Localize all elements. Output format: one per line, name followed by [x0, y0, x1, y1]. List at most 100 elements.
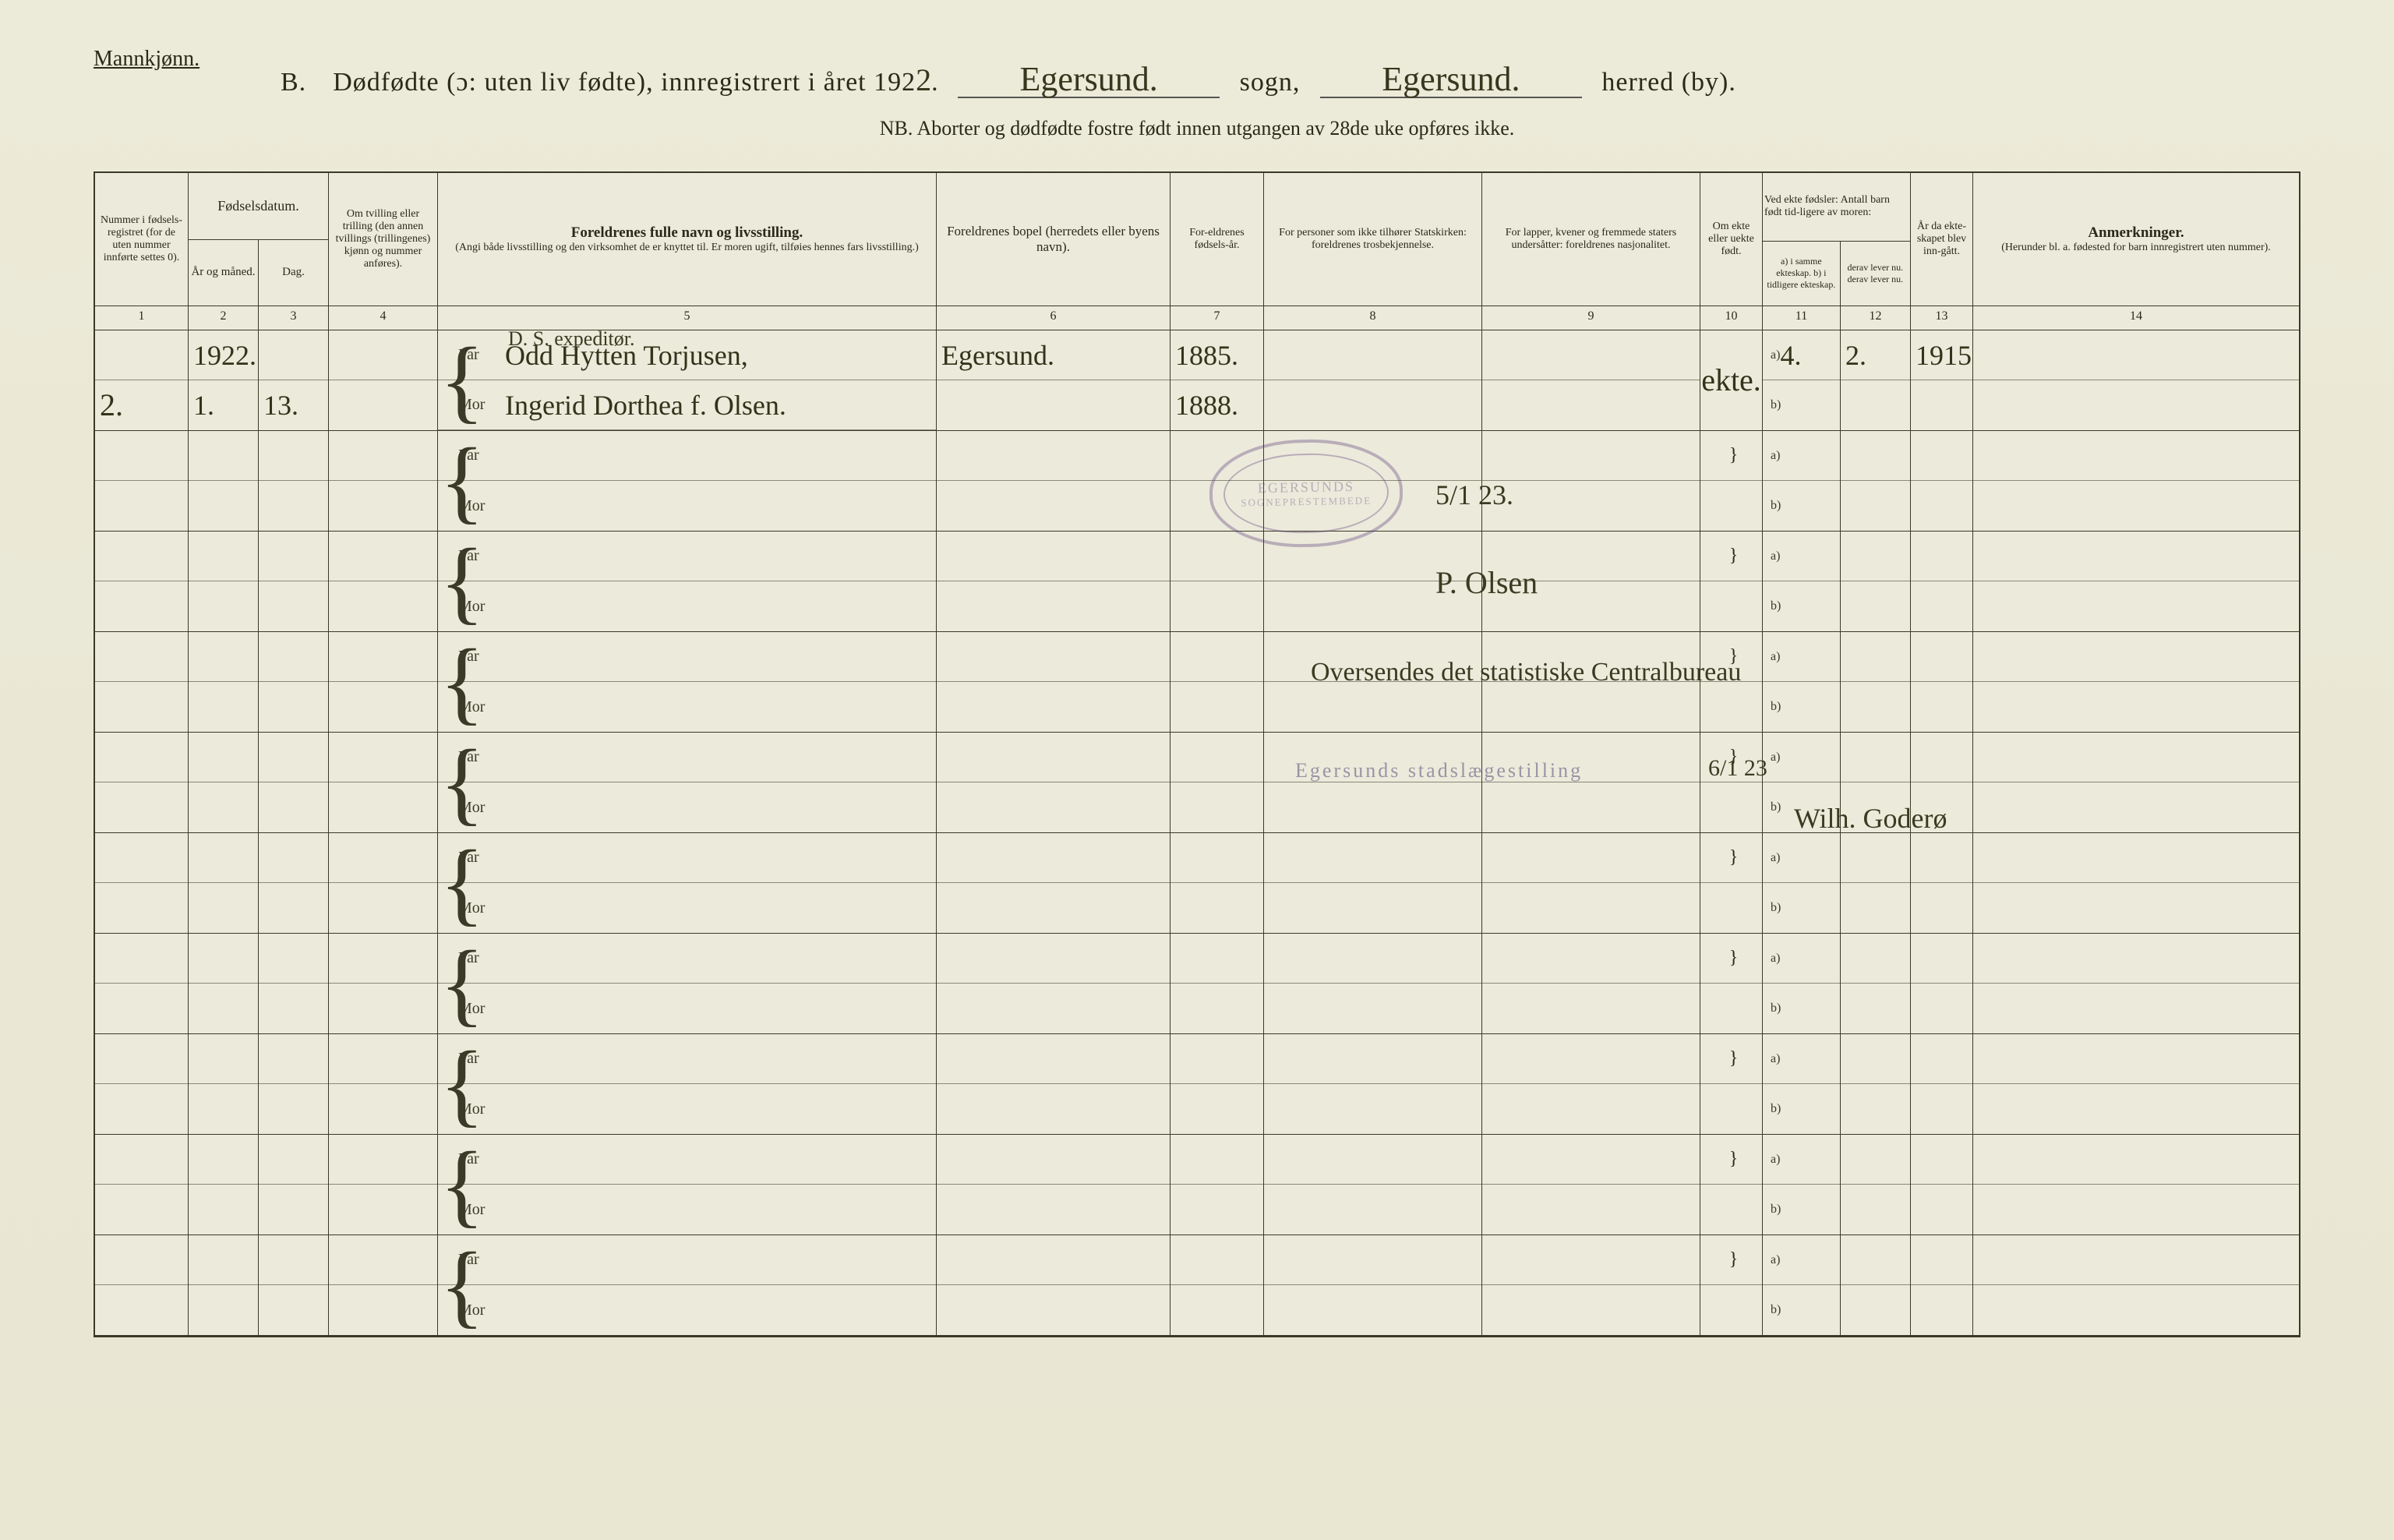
- colnum-1: 1: [95, 306, 189, 330]
- hdr-fodselsdatum-group: Fødselsdatum. År og måned. Dag.: [189, 173, 329, 306]
- note-signature-1: P. Olsen: [1435, 564, 1538, 601]
- table-row: {FarMor}a)b): [95, 1235, 2299, 1336]
- cell-nummer: [95, 431, 189, 531]
- cell-foreldre-navn: {FarMor: [438, 934, 937, 1033]
- cell-fodselsaar: [1171, 934, 1264, 1033]
- cell-ekte: }: [1700, 833, 1763, 933]
- cell-nummer: [95, 1034, 189, 1134]
- cell-dag: [259, 1235, 329, 1335]
- cell-trosbekjennelse: [1264, 1235, 1482, 1335]
- cell-barn-samme: a)b): [1763, 934, 1841, 1033]
- cell-nummer: [95, 733, 189, 832]
- hdr-col2: År og måned.: [189, 240, 259, 306]
- cell-nummer: 2.: [95, 330, 189, 430]
- cell-foreldre-navn: {FarMor: [438, 833, 937, 933]
- entry-derav: 2.: [1845, 341, 1866, 369]
- cell-foreldre-navn: {FarOdd Hytten Torjusen,MorIngerid Dorth…: [438, 330, 937, 430]
- note-signature-2: Wilh. Goderø: [1794, 802, 1947, 835]
- cell-ekte: }: [1700, 532, 1763, 631]
- cell-bopel: [937, 532, 1171, 631]
- hdr-fodselsdatum: Fødselsdatum.: [189, 173, 328, 240]
- cell-ekteskapaar: 1915.: [1911, 330, 1973, 430]
- cell-foreldre-navn: {FarMor: [438, 1034, 937, 1134]
- hdr-foreldre-navn: Foreldrenes fulle navn og livsstilling. …: [438, 173, 937, 306]
- hdr-nasjonalitet: For lapper, kvener og fremmede staters u…: [1482, 173, 1700, 306]
- note-office-stamp-text: Egersunds stadslægestilling: [1295, 759, 1583, 782]
- cell-derav: [1841, 532, 1911, 631]
- ledger-table: Nummer i fødsels-registret (for de uten …: [94, 171, 2300, 1337]
- cell-nasjonalitet: [1482, 833, 1700, 933]
- colnum-3: 3: [259, 306, 329, 330]
- cell-barn-samme: a) 4.b): [1763, 330, 1841, 430]
- cell-ekteskapaar: [1911, 431, 1973, 531]
- data-rows: 2.1922.1.13.{FarOdd Hytten Torjusen,MorI…: [95, 330, 2299, 1336]
- colnum-2: 2: [189, 306, 259, 330]
- cell-nasjonalitet: [1482, 733, 1700, 832]
- colnum-11: 11: [1763, 306, 1841, 330]
- cell-trosbekjennelse: [1264, 833, 1482, 933]
- hdr-ekteskapaar: År da ekte-skapet blev inn-gått.: [1911, 173, 1973, 306]
- cell-barn-samme: a)b): [1763, 1235, 1841, 1335]
- cell-derav: [1841, 934, 1911, 1033]
- cell-nummer: [95, 833, 189, 933]
- cell-nasjonalitet: [1482, 934, 1700, 1033]
- entry-year: 1922.: [193, 341, 256, 369]
- cell-ekte: }: [1700, 431, 1763, 531]
- section-letter: B.: [281, 68, 306, 97]
- cell-aar-maaned: 1922.1.: [189, 330, 259, 430]
- table-row: {FarMor}a)b): [95, 431, 2299, 532]
- table-row: {FarMor}a)b): [95, 1034, 2299, 1135]
- cell-dag: 13.: [259, 330, 329, 430]
- cell-foreldre-navn: {FarMor: [438, 733, 937, 832]
- cell-anmerkninger: [1973, 1034, 2299, 1134]
- cell-ekte: }: [1700, 1235, 1763, 1335]
- entry-far-year: 1885.: [1175, 341, 1238, 369]
- entry-far-occupation: D. S. expeditør.: [508, 330, 635, 351]
- cell-bopel: Egersund.: [937, 330, 1171, 430]
- cell-anmerkninger: [1973, 1135, 2299, 1234]
- cell-bopel: [937, 934, 1171, 1033]
- note-date: 5/1 23.: [1435, 479, 1513, 511]
- cell-dag: [259, 733, 329, 832]
- herred-handwritten: Egersund.: [1320, 62, 1582, 98]
- title-main: Dødfødte (ɔ: uten liv fødte), innregistr…: [333, 68, 916, 97]
- cell-aar-maaned: [189, 431, 259, 531]
- cell-dag: [259, 431, 329, 531]
- hdr-trosbekjennelse: For personer som ikke tilhører Statskirk…: [1264, 173, 1482, 306]
- entry-mor-year: 1888.: [1175, 391, 1238, 419]
- cell-dag: [259, 934, 329, 1033]
- cell-bopel: [937, 1135, 1171, 1234]
- cell-dag: [259, 833, 329, 933]
- colnum-8: 8: [1264, 306, 1482, 330]
- cell-barn-samme: a)b): [1763, 532, 1841, 631]
- cell-ekteskapaar: [1911, 934, 1973, 1033]
- cell-nasjonalitet: [1482, 1034, 1700, 1134]
- colnum-12: 12: [1841, 306, 1911, 330]
- sogn-handwritten: Egersund.: [958, 62, 1220, 98]
- cell-aar-maaned: [189, 532, 259, 631]
- cell-trosbekjennelse: [1264, 934, 1482, 1033]
- cell-foreldre-navn: {FarMor: [438, 532, 937, 631]
- hdr-nummer: Nummer i fødsels-registret (for de uten …: [95, 173, 189, 306]
- cell-aar-maaned: [189, 1235, 259, 1335]
- cell-bopel: [937, 1235, 1171, 1335]
- cell-nasjonalitet: [1482, 1235, 1700, 1335]
- cell-dag: [259, 1135, 329, 1234]
- cell-tvilling: [329, 532, 438, 631]
- cell-anmerkninger: [1973, 934, 2299, 1033]
- cell-tvilling: [329, 632, 438, 732]
- cell-fodselsaar: [1171, 1135, 1264, 1234]
- cell-aar-maaned: [189, 632, 259, 732]
- hdr-barn-top: Ved ekte fødsler: Antall barn født tid-l…: [1763, 173, 1910, 242]
- cell-ekte: }: [1700, 934, 1763, 1033]
- hdr-ekte: Om ekte eller uekte født.: [1700, 173, 1763, 306]
- cell-anmerkninger: [1973, 330, 2299, 430]
- cell-dag: [259, 532, 329, 631]
- cell-nummer: [95, 1135, 189, 1234]
- cell-derav: [1841, 1034, 1911, 1134]
- cell-ekte: }: [1700, 1135, 1763, 1234]
- entry-ekteskap-aar: 1915.: [1916, 341, 1973, 369]
- table-row: {FarMor}a)b): [95, 1135, 2299, 1235]
- colnum-4: 4: [329, 306, 438, 330]
- cell-tvilling: [329, 431, 438, 531]
